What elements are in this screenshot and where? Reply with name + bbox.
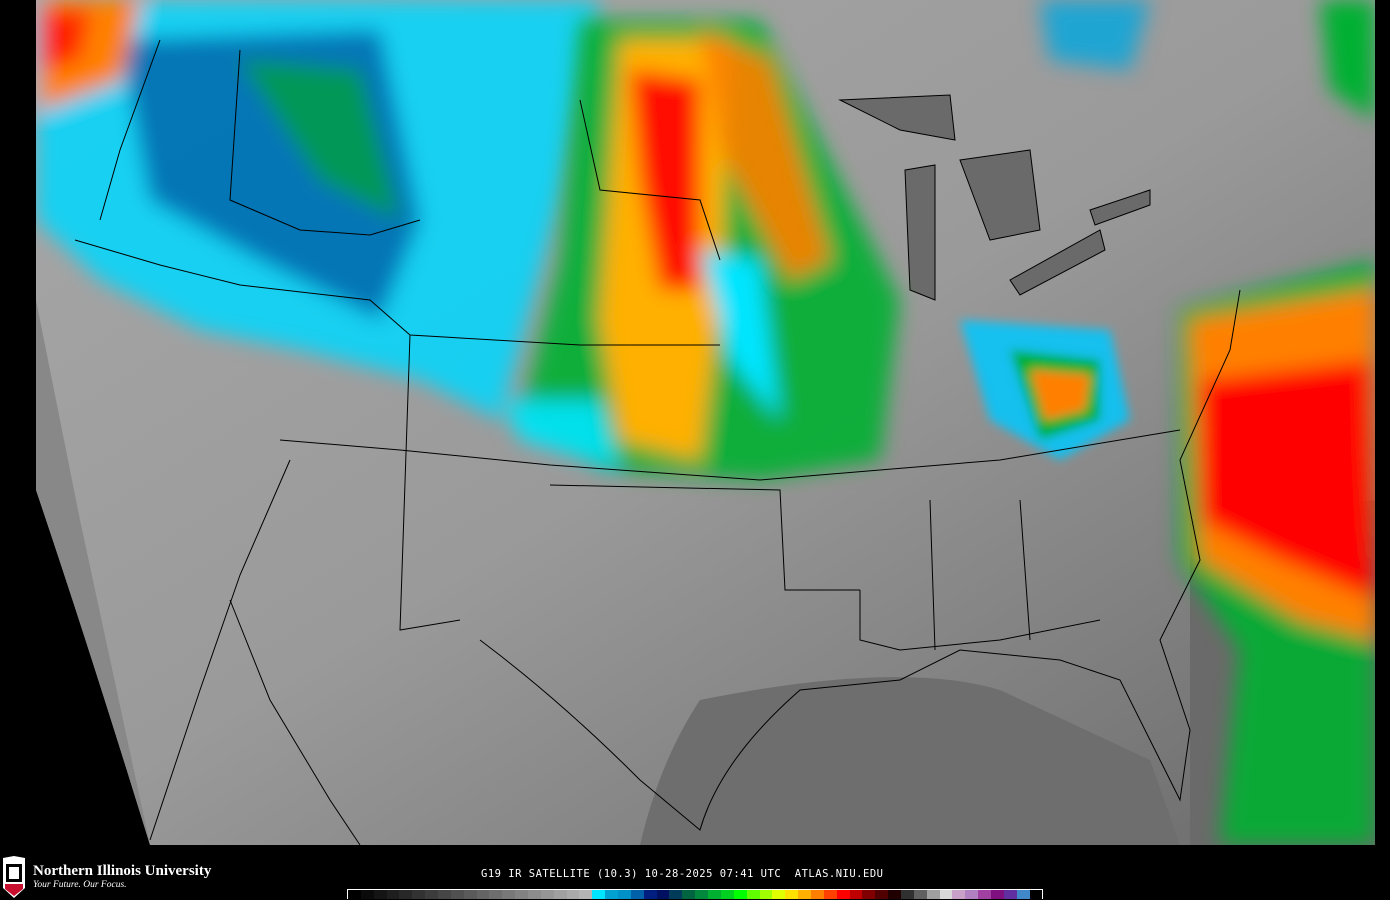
colorbar-swatch xyxy=(425,890,439,899)
niu-logo xyxy=(3,856,25,898)
cloud-system-east-coast xyxy=(1040,0,1375,845)
colorbar-swatch xyxy=(939,890,953,899)
temperature-colorbar xyxy=(347,889,1043,899)
colorbar-swatch xyxy=(412,890,426,899)
image-caption: G19 IR SATELLITE (10.3) 10-28-2025 07:41… xyxy=(481,868,884,880)
colorbar-swatch xyxy=(1029,890,1043,899)
colorbar-swatch xyxy=(708,890,721,899)
colorbar-swatch xyxy=(463,890,477,899)
colorbar-swatch xyxy=(553,890,567,899)
colorbar-swatch xyxy=(592,890,606,899)
colorbar-swatch xyxy=(399,890,413,899)
colorbar-swatch xyxy=(656,890,670,899)
cloud-system-northwest xyxy=(36,0,600,420)
colorbar-swatch xyxy=(566,890,580,899)
colorbar-swatch xyxy=(438,890,451,899)
colorbar-swatch xyxy=(643,890,657,899)
colorbar-swatch xyxy=(373,890,387,899)
colorbar-swatch xyxy=(823,890,837,899)
colorbar-swatch xyxy=(875,890,889,899)
colorbar-swatch xyxy=(540,890,554,899)
colorbar-swatch xyxy=(695,890,709,899)
colorbar-swatch xyxy=(978,890,991,899)
colorbar-swatch xyxy=(348,890,361,899)
colorbar-swatch xyxy=(785,890,799,899)
colorbar-swatch xyxy=(386,890,400,899)
colorbar-swatch xyxy=(990,890,1004,899)
colorbar-swatch xyxy=(489,890,503,899)
university-name: Northern Illinois University xyxy=(33,863,212,879)
state-borders xyxy=(74,39,1181,841)
colorbar-swatch xyxy=(798,890,811,899)
colorbar-swatch xyxy=(669,890,683,899)
colorbar-swatch xyxy=(476,890,490,899)
colorbar-swatch xyxy=(682,890,696,899)
coastlines xyxy=(229,289,1241,845)
colorbar-swatch xyxy=(965,890,979,899)
colorbar-swatch xyxy=(502,890,516,899)
colorbar-swatch xyxy=(926,890,940,899)
colorbar-swatch xyxy=(605,890,619,899)
colorbar-swatch xyxy=(862,890,876,899)
colorbar-swatch xyxy=(913,890,927,899)
cloud-band-plains xyxy=(500,20,900,480)
colorbar-swatch xyxy=(630,890,644,899)
colorbar-swatch xyxy=(450,890,464,899)
satellite-map xyxy=(36,0,1375,845)
great-lakes xyxy=(838,94,1151,301)
colorbar-swatch xyxy=(579,890,593,899)
colorbar-swatch xyxy=(1016,890,1030,899)
colorbar-swatch xyxy=(836,890,850,899)
colorbar-swatch xyxy=(720,890,734,899)
colorbar-swatch xyxy=(952,890,966,899)
colorbar-swatch xyxy=(772,890,786,899)
colorbar-swatch xyxy=(746,890,760,899)
colorbar-swatch xyxy=(733,890,747,899)
colorbar-swatch xyxy=(1003,890,1017,899)
colorbar-swatch xyxy=(515,890,529,899)
colorbar-swatch xyxy=(528,890,541,899)
university-tagline: Your Future. Our Focus. xyxy=(33,880,127,890)
colorbar-swatch xyxy=(618,890,631,899)
colorbar-swatch xyxy=(810,890,824,899)
colorbar-swatch xyxy=(888,890,901,899)
colorbar-swatch xyxy=(759,890,773,899)
colorbar-swatch xyxy=(849,890,863,899)
gulf-of-mexico xyxy=(640,677,1180,845)
colorbar-swatch xyxy=(900,890,914,899)
cloud-system-ohio-valley xyxy=(960,320,1130,460)
colorbar-swatch xyxy=(360,890,374,899)
